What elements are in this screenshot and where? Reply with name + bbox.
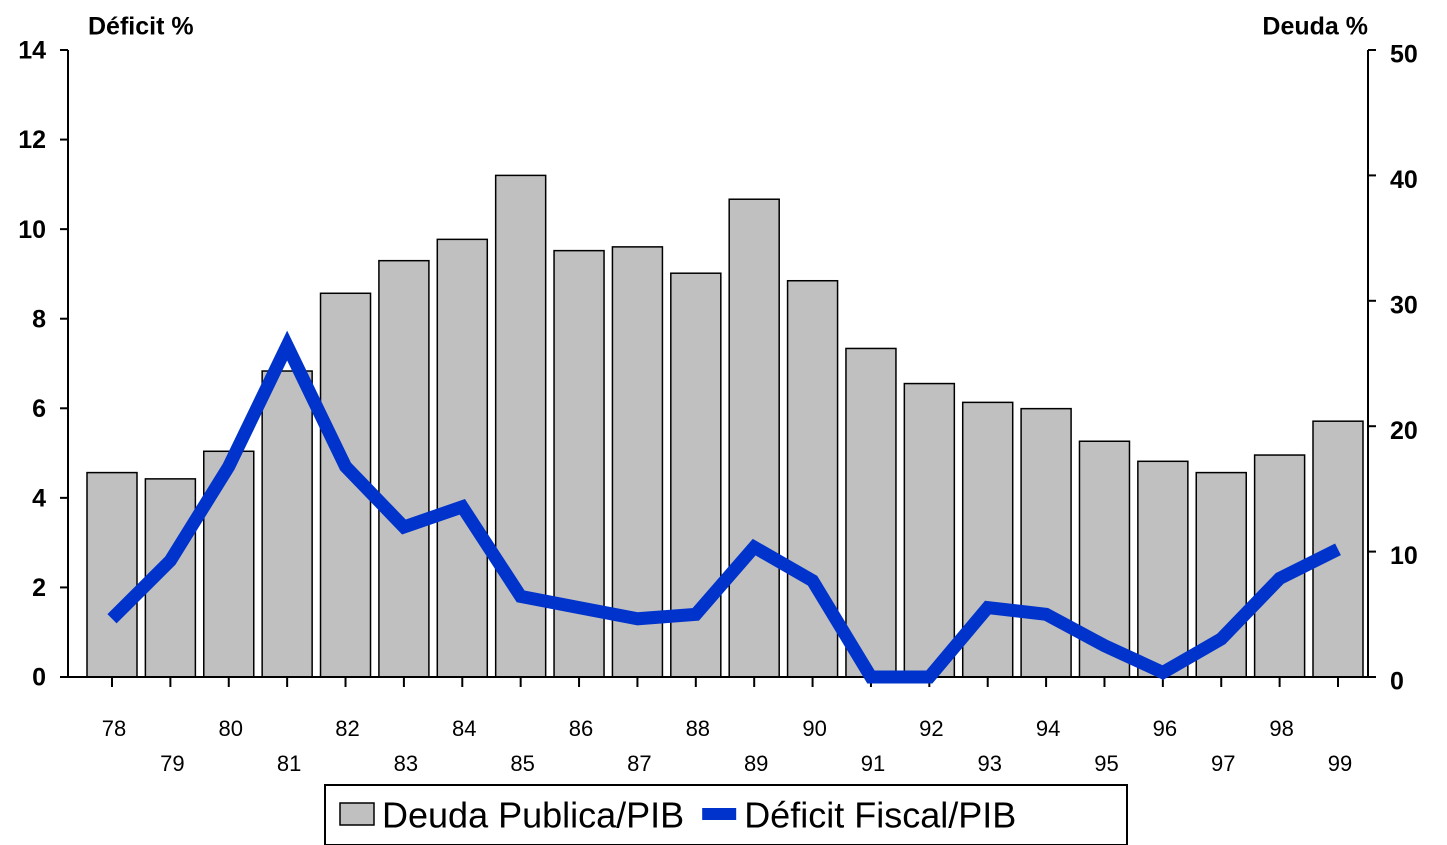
y-tick-label: 0 (32, 664, 46, 692)
y-tick-label: 10 (18, 216, 46, 244)
x-tick-label: 85 (510, 751, 534, 776)
x-tick-label: 84 (452, 716, 476, 741)
y2-tick-label: 30 (1390, 291, 1418, 319)
bar (1137, 460, 1189, 678)
legend-label: Deuda Publica/PIB (382, 795, 684, 836)
x-tick-label: 87 (627, 751, 651, 776)
x-tick-label: 80 (219, 716, 243, 741)
x-tick-label: 99 (1328, 751, 1352, 776)
y-tick-label: 14 (18, 37, 46, 65)
y-tick-label: 6 (32, 395, 46, 423)
y2-tick-label: 20 (1390, 417, 1418, 445)
x-tick-label: 93 (977, 751, 1001, 776)
x-tick-label: 78 (102, 716, 126, 741)
line (107, 330, 1341, 684)
y-tick-label: 8 (32, 305, 46, 333)
x-tick-label: 97 (1211, 751, 1235, 776)
y-tick-label: 12 (18, 126, 46, 154)
bar (436, 238, 489, 678)
legend-swatch (339, 802, 375, 826)
bar (1312, 420, 1364, 678)
y2-axis-label: Deuda % (1262, 13, 1368, 41)
x-tick-label: 90 (802, 716, 826, 741)
y2-tick-label: 40 (1390, 166, 1418, 194)
bar (86, 471, 138, 678)
x-tick-label: 82 (335, 716, 359, 741)
bar (1020, 407, 1072, 678)
bar (611, 246, 664, 678)
y2-tick-label: 50 (1390, 41, 1418, 69)
bar (378, 259, 430, 678)
x-tick-label: 94 (1036, 716, 1060, 741)
legend-label: Déficit Fiscal/PIB (744, 795, 1016, 836)
bar (903, 382, 956, 678)
x-tick-label: 98 (1269, 716, 1293, 741)
x-tick-label: 88 (686, 716, 710, 741)
x-tick-label: 86 (569, 716, 593, 741)
x-tick-label: 83 (394, 751, 418, 776)
y-tick-label: 2 (32, 574, 46, 602)
y-tick-label: 4 (32, 484, 46, 512)
y2-tick-label: 10 (1390, 542, 1418, 570)
x-tick-label: 91 (861, 751, 885, 776)
x-tick-label: 96 (1153, 716, 1177, 741)
bar (261, 370, 313, 678)
x-tick-label: 79 (160, 751, 184, 776)
y-axis-label: Déficit % (88, 13, 194, 41)
y2-tick-label: 0 (1390, 668, 1404, 696)
x-tick-label: 95 (1094, 751, 1118, 776)
legend-swatch (702, 808, 737, 820)
x-tick-label: 81 (277, 751, 301, 776)
x-tick-label: 92 (919, 716, 943, 741)
bar (845, 347, 897, 678)
x-tick-label: 89 (744, 751, 768, 776)
bar (728, 198, 780, 678)
